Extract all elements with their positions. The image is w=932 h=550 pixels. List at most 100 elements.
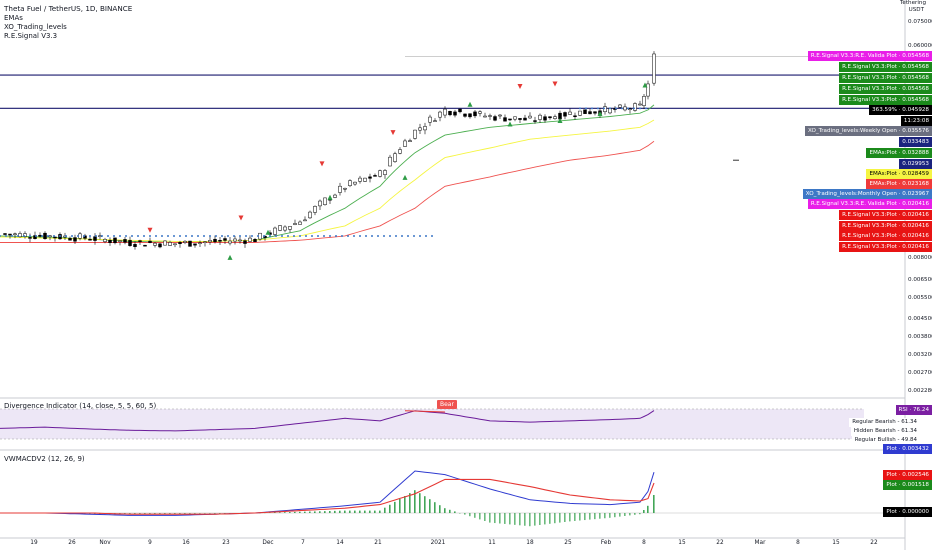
candle-body	[348, 180, 352, 187]
price-tag: R.E.Signal V3.3:Plot · 0.054568	[839, 62, 932, 72]
support-dot	[281, 234, 283, 237]
macd-histogram-bar	[329, 511, 331, 513]
candle-body	[628, 108, 632, 110]
legend-xo-trading-levels[interactable]: XO_Trading_levels	[4, 23, 67, 31]
macd-histogram-bar	[574, 513, 576, 521]
price-tag: R.E.Signal V3.3:Plot · 0.054568	[839, 95, 932, 105]
macd-histogram-bar	[519, 513, 521, 526]
support-dot	[371, 234, 373, 237]
candle-body	[288, 226, 292, 230]
support-dot	[191, 234, 193, 237]
candle-body	[523, 117, 527, 121]
candle-body	[88, 238, 92, 241]
candle-body	[13, 233, 17, 236]
support-dot	[143, 234, 145, 237]
candle-body	[378, 170, 382, 177]
macd-histogram-bar	[169, 513, 171, 515]
legend-re-signal[interactable]: R.E.Signal V3.3	[4, 32, 58, 40]
x-tick-label: 2021	[430, 540, 446, 546]
price-tag: R.E.Signal V3.3:R.E. Valida Plot · 0.020…	[807, 199, 932, 209]
support-dot	[89, 234, 91, 237]
macd-histogram-bar	[489, 513, 491, 523]
support-dot	[155, 234, 157, 237]
candle-body	[133, 244, 137, 247]
support-dot	[597, 107, 599, 110]
macd-histogram-bar	[379, 510, 381, 513]
support-dot	[263, 234, 265, 237]
buy-signal-marker	[402, 174, 408, 180]
vwmacd-title[interactable]: VWMACDV2 (12, 26, 9)	[4, 455, 85, 463]
sell-signal-marker	[319, 161, 325, 167]
candle-body	[642, 96, 646, 106]
support-dot	[131, 234, 133, 237]
candle-body	[18, 233, 22, 238]
ema-line-0	[0, 104, 655, 243]
macd-histogram-bar	[624, 513, 626, 516]
macd-histogram-bar	[349, 510, 351, 513]
divergence-title[interactable]: Divergence Indicator (14, close, 5, 5, 6…	[4, 402, 157, 410]
macd-histogram-bar	[629, 513, 631, 516]
support-dot	[161, 234, 163, 237]
candle-body	[193, 243, 197, 246]
sell-signal-marker	[238, 215, 244, 221]
candle-body	[263, 235, 267, 238]
macd-signal-line	[0, 478, 655, 515]
support-dot	[71, 234, 73, 237]
macd-histogram-bar	[144, 513, 146, 515]
candle-body	[203, 241, 207, 243]
macd-histogram-bar	[324, 511, 326, 513]
buy-signal-marker	[467, 101, 473, 107]
candle-body	[458, 108, 462, 113]
support-dot	[431, 234, 433, 237]
support-dot	[0, 234, 1, 237]
candle-body	[553, 116, 557, 119]
candle-body	[123, 239, 127, 243]
candle-body	[498, 114, 502, 117]
candle-body	[273, 227, 277, 235]
price-tag: R.E.Signal V3.3:Plot · 0.020416	[839, 221, 932, 231]
support-dot	[185, 234, 187, 237]
macd-histogram-bar	[504, 513, 506, 524]
candle-body	[323, 197, 327, 205]
macd-histogram-bar	[304, 511, 306, 513]
candle-body	[338, 185, 342, 193]
support-dot	[65, 234, 67, 237]
y-axis-unit-top: Tethering	[899, 0, 926, 6]
x-tick-label: 22	[870, 540, 878, 546]
legend-emas[interactable]: EMAs	[4, 14, 23, 22]
macd-histogram-bar	[274, 512, 276, 513]
x-tick-label: 15	[832, 540, 840, 546]
vwmacd-signal-tag: Plot · 0.001518	[883, 480, 932, 490]
candle-body	[103, 238, 107, 242]
candle-body	[408, 140, 412, 142]
macd-histogram-bar	[179, 513, 181, 515]
macd-histogram-bar	[589, 513, 591, 520]
candle-body	[543, 116, 547, 121]
macd-histogram-bar	[309, 511, 311, 513]
support-dot	[41, 234, 43, 237]
support-dot	[47, 234, 49, 237]
macd-histogram-bar	[639, 513, 641, 515]
candle-body	[518, 118, 522, 120]
support-dot	[227, 234, 229, 237]
support-dot	[579, 107, 581, 110]
support-dot	[125, 234, 127, 237]
x-tick-label: Mar	[754, 540, 766, 546]
macd-histogram-bar	[619, 513, 621, 517]
candle-body	[233, 238, 237, 242]
macd-histogram-bar	[364, 510, 366, 513]
candle-body	[93, 236, 97, 241]
macd-histogram-bar	[524, 513, 526, 526]
x-tick-label: Nov	[99, 540, 111, 546]
candle-body	[573, 115, 577, 118]
macd-histogram-bar	[539, 513, 541, 525]
macd-histogram-bar	[559, 513, 561, 523]
candle-body	[243, 240, 247, 244]
buy-signal-marker	[265, 229, 271, 235]
candle-body	[652, 53, 656, 84]
support-dot	[59, 234, 61, 237]
support-dot	[311, 234, 313, 237]
